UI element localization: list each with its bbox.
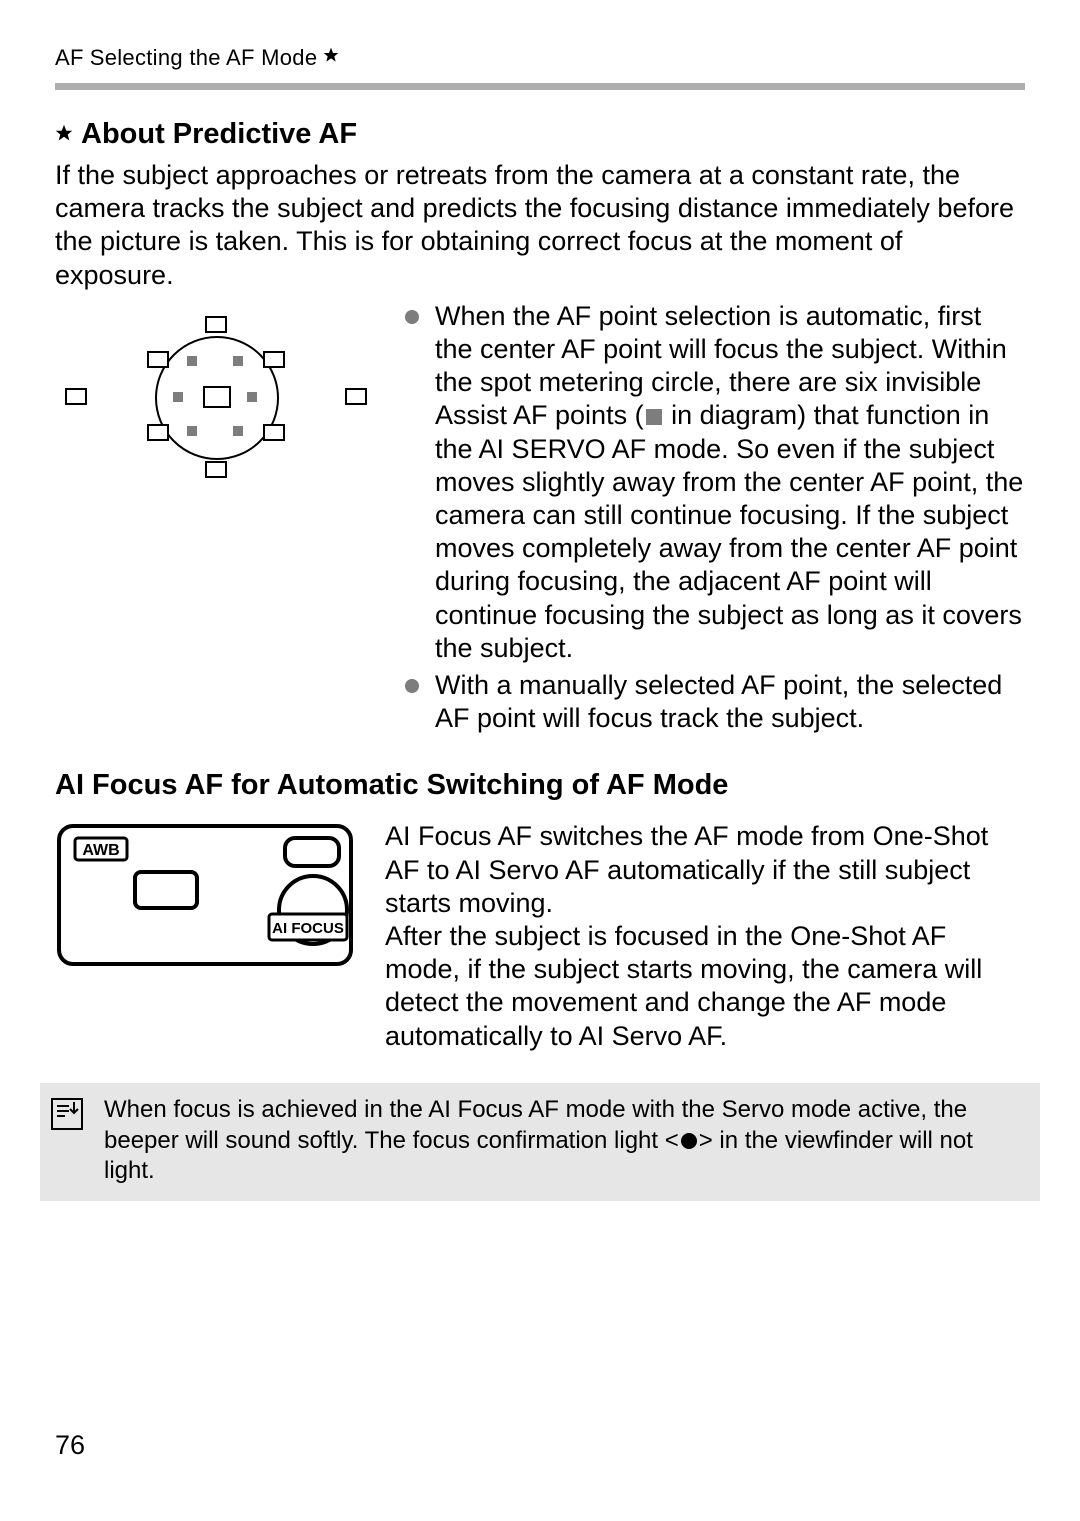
note-icon bbox=[50, 1097, 84, 1140]
af-point bbox=[147, 351, 169, 368]
af-point bbox=[65, 388, 87, 405]
section1-intro: If the subject approaches or retreats fr… bbox=[55, 159, 1025, 292]
assist-af-point bbox=[187, 426, 197, 436]
bullet1-text-b: in diagram) that function in the AI SERV… bbox=[435, 400, 1023, 662]
section2-para: AI Focus AF switches the AF mode from On… bbox=[385, 820, 1025, 1052]
section2-body: AWB AI FOCUS AI Focus AF switches the AF… bbox=[55, 820, 1025, 1052]
section1-bullets: When the AF point selection is automatic… bbox=[405, 300, 1025, 740]
af-center-point bbox=[203, 386, 231, 408]
focus-confirm-icon bbox=[681, 1133, 697, 1149]
assist-af-point bbox=[233, 356, 243, 366]
bullet-item: When the AF point selection is automatic… bbox=[405, 300, 1025, 665]
assist-point-icon bbox=[646, 409, 662, 425]
section2-text: AI Focus AF switches the AF mode from On… bbox=[385, 820, 1025, 1052]
lcd-diagram-wrap: AWB AI FOCUS bbox=[55, 820, 355, 975]
section1-title: About Predictive AF bbox=[55, 118, 1025, 151]
manual-page: AF Selecting the AF Mode About Predictiv… bbox=[0, 0, 1080, 1521]
bullet-item: With a manually selected AF point, the s… bbox=[405, 669, 1025, 735]
section1-title-text: About Predictive AF bbox=[81, 118, 357, 151]
assist-af-point bbox=[247, 392, 257, 402]
af-point bbox=[147, 424, 169, 441]
bullet2-text: With a manually selected AF point, the s… bbox=[435, 670, 1002, 733]
lcd-diagram: AWB AI FOCUS bbox=[55, 820, 355, 970]
star-icon bbox=[323, 47, 339, 66]
assist-af-point bbox=[173, 392, 183, 402]
header: AF Selecting the AF Mode bbox=[55, 45, 1025, 71]
note-box: When focus is achieved in the AI Focus A… bbox=[40, 1083, 1040, 1201]
divider bbox=[55, 83, 1025, 90]
header-af: AF bbox=[55, 45, 84, 71]
af-point bbox=[205, 316, 227, 333]
assist-af-point bbox=[187, 356, 197, 366]
af-point bbox=[205, 461, 227, 478]
af-point bbox=[263, 351, 285, 368]
star-icon bbox=[55, 124, 73, 145]
section2-title: AI Focus AF for Automatic Switching of A… bbox=[55, 769, 1025, 802]
af-point bbox=[263, 424, 285, 441]
af-point-diagram bbox=[55, 306, 375, 486]
ai-focus-label: AI FOCUS bbox=[272, 920, 344, 937]
af-diagram-wrap bbox=[55, 300, 375, 486]
awb-label: AWB bbox=[82, 842, 119, 859]
af-point bbox=[345, 388, 367, 405]
section1-body: When the AF point selection is automatic… bbox=[55, 300, 1025, 740]
page-number: 76 bbox=[55, 1430, 85, 1461]
assist-af-point bbox=[233, 426, 243, 436]
header-title: Selecting the AF Mode bbox=[90, 45, 318, 71]
